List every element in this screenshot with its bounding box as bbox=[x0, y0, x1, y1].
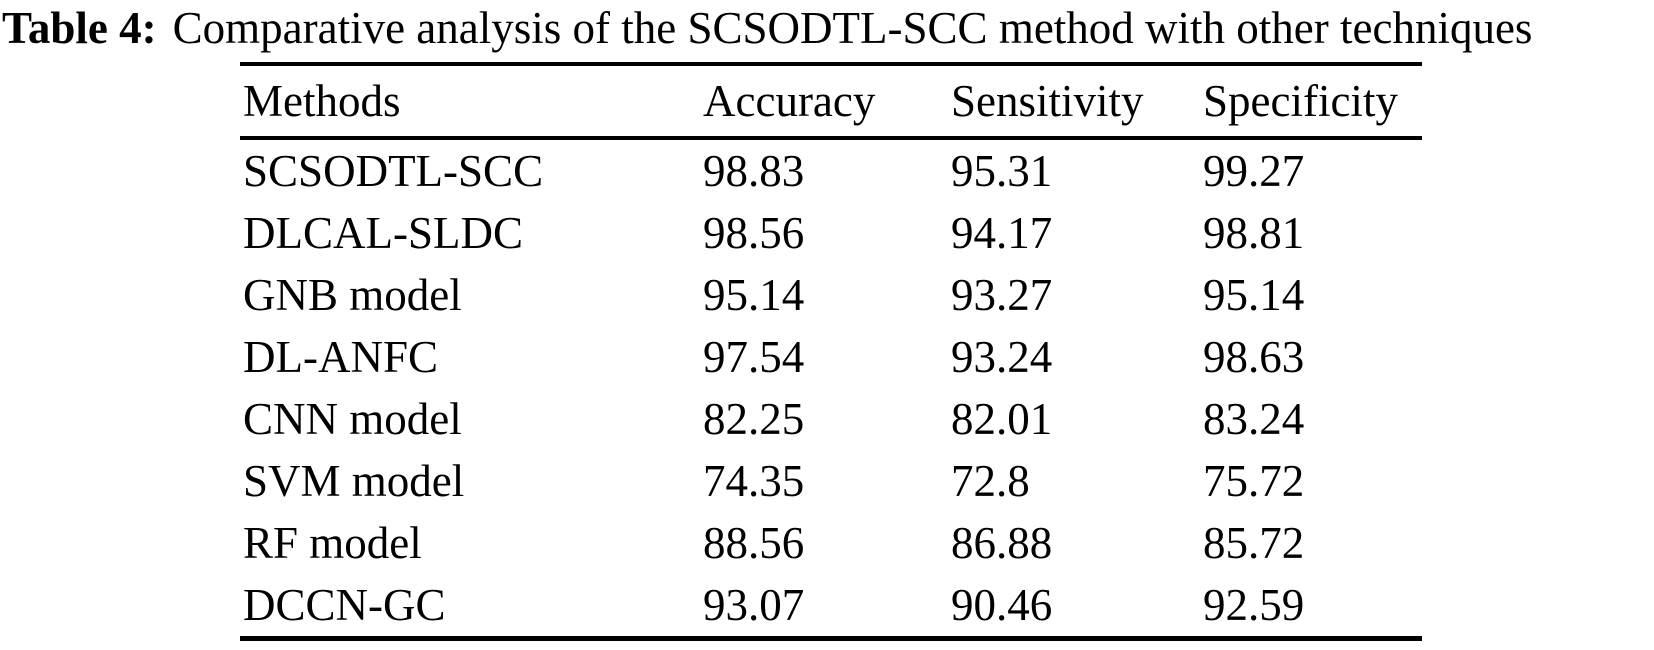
accuracy-cell: 93.07 bbox=[703, 580, 805, 630]
sensitivity-cell: 95.31 bbox=[951, 146, 1053, 196]
specificity-cell: 99.27 bbox=[1203, 146, 1305, 196]
col-header-accuracy: Accuracy bbox=[703, 76, 876, 126]
table-row: RF model 88.56 86.88 85.72 bbox=[240, 512, 1422, 574]
sensitivity-cell: 82.01 bbox=[951, 394, 1053, 444]
table-row: SVM model 74.35 72.8 75.72 bbox=[240, 450, 1422, 512]
specificity-cell: 98.63 bbox=[1203, 332, 1305, 382]
accuracy-cell: 98.56 bbox=[703, 208, 805, 258]
results-table: Methods Accuracy Sensitivity Specificity… bbox=[240, 62, 1422, 641]
table-row: CNN model 82.25 82.01 83.24 bbox=[240, 388, 1422, 450]
method-cell: RF model bbox=[243, 518, 422, 568]
specificity-cell: 83.24 bbox=[1203, 394, 1305, 444]
header-row: Methods Accuracy Sensitivity Specificity bbox=[240, 66, 1422, 136]
caption-label: Table 4: bbox=[2, 3, 157, 53]
sensitivity-cell: 94.17 bbox=[951, 208, 1053, 258]
col-header-methods: Methods bbox=[243, 76, 401, 126]
sensitivity-cell: 93.24 bbox=[951, 332, 1053, 382]
table-caption: Table 4: Comparative analysis of the SCSO… bbox=[2, 0, 1532, 56]
accuracy-cell: 95.14 bbox=[703, 270, 805, 320]
method-cell: DLCAL-SLDC bbox=[243, 208, 523, 258]
method-cell: CNN model bbox=[243, 394, 462, 444]
accuracy-cell: 98.83 bbox=[703, 146, 805, 196]
specificity-cell: 95.14 bbox=[1203, 270, 1305, 320]
accuracy-cell: 82.25 bbox=[703, 394, 805, 444]
accuracy-cell: 74.35 bbox=[703, 456, 805, 506]
col-header-sensitivity: Sensitivity bbox=[951, 76, 1144, 126]
top-rule bbox=[240, 62, 1422, 66]
col-header-specificity: Specificity bbox=[1203, 76, 1398, 126]
table-row: DL-ANFC 97.54 93.24 98.63 bbox=[240, 326, 1422, 388]
sensitivity-cell: 86.88 bbox=[951, 518, 1053, 568]
specificity-cell: 75.72 bbox=[1203, 456, 1305, 506]
method-cell: SCSODTL-SCC bbox=[243, 146, 544, 196]
header-rule bbox=[240, 136, 1422, 140]
caption-text: Comparative analysis of the SCSODTL-SCC … bbox=[172, 3, 1533, 53]
sensitivity-cell: 72.8 bbox=[951, 456, 1030, 506]
specificity-cell: 98.81 bbox=[1203, 208, 1305, 258]
method-cell: SVM model bbox=[243, 456, 465, 506]
method-cell: DL-ANFC bbox=[243, 332, 439, 382]
table-row: DCCN-GC 93.07 90.46 92.59 bbox=[240, 574, 1422, 636]
accuracy-cell: 88.56 bbox=[703, 518, 805, 568]
method-cell: DCCN-GC bbox=[243, 580, 446, 630]
table-row: DLCAL-SLDC 98.56 94.17 98.81 bbox=[240, 202, 1422, 264]
accuracy-cell: 97.54 bbox=[703, 332, 805, 382]
sensitivity-cell: 90.46 bbox=[951, 580, 1053, 630]
table-row: GNB model 95.14 93.27 95.14 bbox=[240, 264, 1422, 326]
method-cell: GNB model bbox=[243, 270, 462, 320]
sensitivity-cell: 93.27 bbox=[951, 270, 1053, 320]
specificity-cell: 92.59 bbox=[1203, 580, 1305, 630]
specificity-cell: 85.72 bbox=[1203, 518, 1305, 568]
table-row: SCSODTL-SCC 98.83 95.31 99.27 bbox=[240, 140, 1422, 202]
bottom-rule bbox=[240, 636, 1422, 641]
